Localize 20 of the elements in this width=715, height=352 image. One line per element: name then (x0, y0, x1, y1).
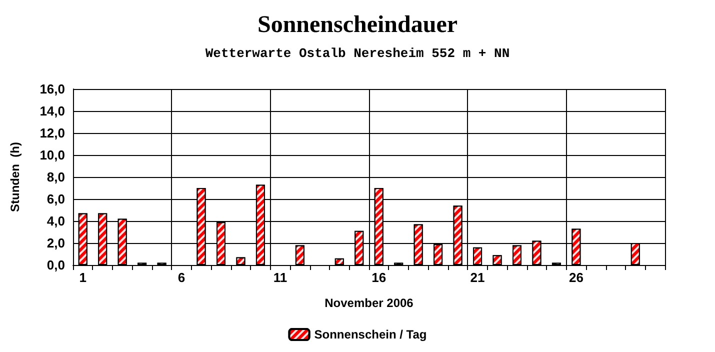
y-tick-label: 0,0 (46, 258, 65, 272)
chart-title: Sonnenscheindauer (257, 12, 458, 38)
y-tick-label: 2,0 (46, 236, 65, 250)
chart-subtitle: Wetterwarte Ostalb Neresheim 552 m + NN (205, 46, 510, 61)
y-tick-label: 16,0 (40, 82, 65, 96)
y-tick-label: 4,0 (46, 214, 65, 228)
x-tick-label: 21 (470, 270, 485, 285)
legend-label: Sonnenschein / Tag (314, 328, 427, 342)
x-tick-label: 6 (178, 270, 186, 285)
x-tick-label: 11 (273, 270, 288, 285)
y-tick-label: 10,0 (40, 148, 65, 162)
x-tick-label: 1 (79, 270, 86, 285)
x-axis-title: November 2006 (324, 296, 414, 310)
y-axis-title: Stunden (h) (8, 142, 22, 212)
y-tick-label: 8,0 (46, 170, 65, 184)
x-tick-label: 16 (372, 270, 386, 285)
x-tick-label: 26 (568, 270, 584, 285)
y-tick-label: 14,0 (40, 104, 65, 118)
y-tick-label: 12,0 (40, 126, 65, 140)
y-tick-label: 6,0 (46, 192, 65, 206)
